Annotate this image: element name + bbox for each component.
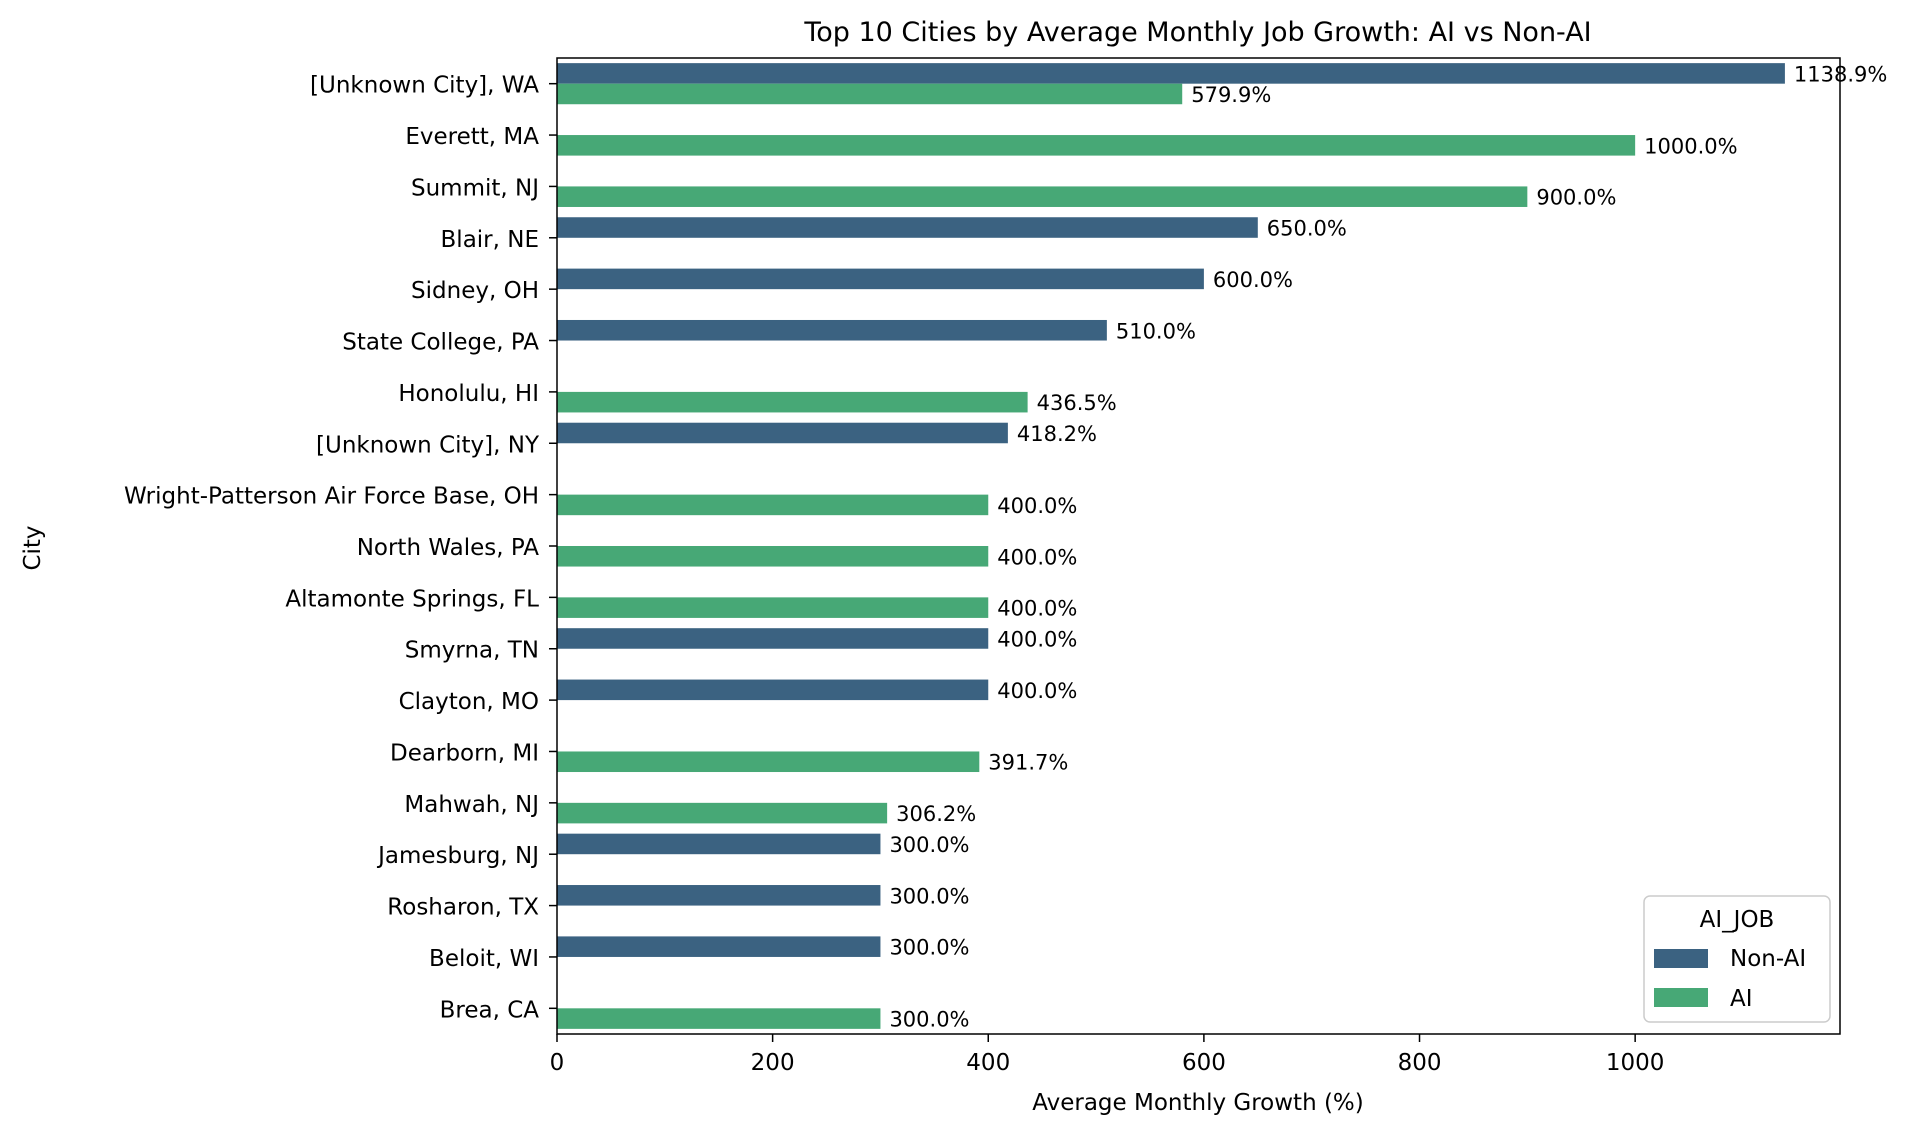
y-tick-label-wright-patterson-air-force-base-oh: Wright-Patterson Air Force Base, OH — [124, 484, 539, 510]
bar-ai-brea-ca — [557, 1008, 881, 1029]
data-label-ai-everett-ma: 1000.0% — [1644, 134, 1737, 158]
bar-non-ai-unknown-city-wa — [557, 63, 1785, 84]
data-label-non-ai-blair-ne: 650.0% — [1267, 217, 1347, 241]
x-tick-label-1000: 1000 — [1606, 1050, 1665, 1076]
x-tick-label-200: 200 — [751, 1050, 795, 1076]
legend-label-non-ai: Non-AI — [1730, 946, 1806, 972]
y-axis: [Unknown City], WA Everett, MA Summit, NJ B… — [124, 73, 557, 1023]
y-axis-label: City — [20, 525, 46, 570]
y-tick-label-unknown-city-wa: [Unknown City], WA — [310, 73, 539, 99]
bar-ai-north-wales-pa — [557, 546, 989, 567]
x-tick-label-800: 800 — [1398, 1050, 1442, 1076]
bar-non-ai-smyrna-tn — [557, 628, 989, 649]
bar-non-ai-unknown-city-ny — [557, 422, 1008, 444]
data-label-non-ai-unknown-city-ny: 418.2% — [1017, 422, 1097, 446]
bars-layer — [557, 63, 1785, 1029]
bar-non-ai-jamesburg-nj — [557, 833, 881, 855]
y-tick-label-everett-ma: Everett, MA — [405, 124, 539, 150]
bar-ai-summit-nj — [557, 186, 1528, 207]
bar-ai-everett-ma — [557, 135, 1636, 156]
y-tick-label-clayton-mo: Clayton, MO — [399, 689, 539, 715]
data-label-non-ai-beloit-wi: 300.0% — [889, 936, 969, 960]
data-label-non-ai-state-college-pa: 510.0% — [1116, 319, 1196, 343]
y-tick-label-state-college-pa: State College, PA — [342, 330, 539, 356]
legend-swatch-non-ai — [1654, 949, 1708, 968]
data-label-non-ai-clayton-mo: 400.0% — [997, 679, 1077, 703]
y-tick-label-sidney-oh: Sidney, OH — [411, 278, 539, 304]
data-label-ai-wright-patterson-air-force-base-oh: 400.0% — [997, 494, 1077, 518]
bar-non-ai-state-college-pa — [557, 319, 1107, 341]
y-tick-label-dearborn-mi: Dearborn, MI — [390, 740, 539, 766]
data-label-ai-honolulu-hi: 436.5% — [1037, 391, 1117, 415]
x-tick-label-600: 600 — [1182, 1050, 1226, 1076]
y-tick-label-rosharon-tx: Rosharon, TX — [387, 895, 539, 921]
bar-non-ai-sidney-oh — [557, 268, 1204, 290]
legend-title: AI_JOB — [1700, 907, 1775, 933]
y-tick-label-unknown-city-ny: [Unknown City], NY — [316, 432, 540, 458]
x-axis: 0 200 400 600 800 1000 — [550, 1034, 1665, 1076]
y-tick-label-blair-ne: Blair, NE — [441, 227, 539, 253]
data-label-ai-altamonte-springs-fl: 400.0% — [997, 597, 1077, 621]
data-label-ai-unknown-city-wa: 579.9% — [1191, 83, 1271, 107]
bar-ai-dearborn-mi — [557, 751, 980, 773]
y-tick-label-honolulu-hi: Honolulu, HI — [398, 381, 539, 407]
bar-ai-unknown-city-wa — [557, 83, 1183, 105]
y-tick-label-north-wales-pa: North Wales, PA — [357, 535, 540, 561]
data-label-non-ai-rosharon-tx: 300.0% — [889, 884, 969, 908]
legend-label-ai: AI — [1730, 986, 1753, 1012]
bar-ai-mahwah-nj — [557, 802, 888, 824]
data-label-ai-summit-nj: 900.0% — [1536, 186, 1616, 210]
data-label-ai-dearborn-mi: 391.7% — [988, 751, 1068, 775]
bar-non-ai-beloit-wi — [557, 936, 881, 957]
bar-non-ai-blair-ne — [557, 217, 1258, 238]
bar-ai-altamonte-springs-fl — [557, 597, 989, 618]
bar-ai-wright-patterson-air-force-base-oh — [557, 494, 989, 516]
bar-non-ai-clayton-mo — [557, 679, 989, 701]
x-tick-label-400: 400 — [966, 1050, 1010, 1076]
chart-title: Top 10 Cities by Average Monthly Job Gro… — [803, 17, 1591, 48]
y-tick-label-beloit-wi: Beloit, WI — [429, 946, 539, 972]
data-label-non-ai-jamesburg-nj: 300.0% — [889, 833, 969, 857]
bar-non-ai-rosharon-tx — [557, 885, 881, 906]
x-tick-label-0: 0 — [550, 1050, 565, 1076]
data-label-non-ai-smyrna-tn: 400.0% — [997, 627, 1077, 651]
bar-ai-honolulu-hi — [557, 391, 1028, 413]
legend: AI_JOB Non-AI AI — [1643, 895, 1831, 1023]
y-tick-label-mahwah-nj: Mahwah, NJ — [404, 792, 539, 818]
data-label-ai-north-wales-pa: 400.0% — [997, 545, 1077, 569]
y-tick-label-brea-ca: Brea, CA — [440, 997, 540, 1023]
x-axis-label: Average Monthly Growth (%) — [1032, 1090, 1364, 1116]
data-label-non-ai-sidney-oh: 600.0% — [1213, 268, 1293, 292]
data-label-ai-brea-ca: 300.0% — [889, 1008, 969, 1032]
y-tick-label-summit-nj: Summit, NJ — [411, 175, 539, 201]
y-tick-label-smyrna-tn: Smyrna, TN — [405, 638, 539, 664]
y-tick-label-jamesburg-nj: Jamesburg, NJ — [376, 843, 539, 869]
data-label-ai-mahwah-nj: 306.2% — [896, 802, 976, 826]
y-tick-label-altamonte-springs-fl: Altamonte Springs, FL — [285, 586, 539, 612]
legend-swatch-ai — [1654, 988, 1708, 1007]
